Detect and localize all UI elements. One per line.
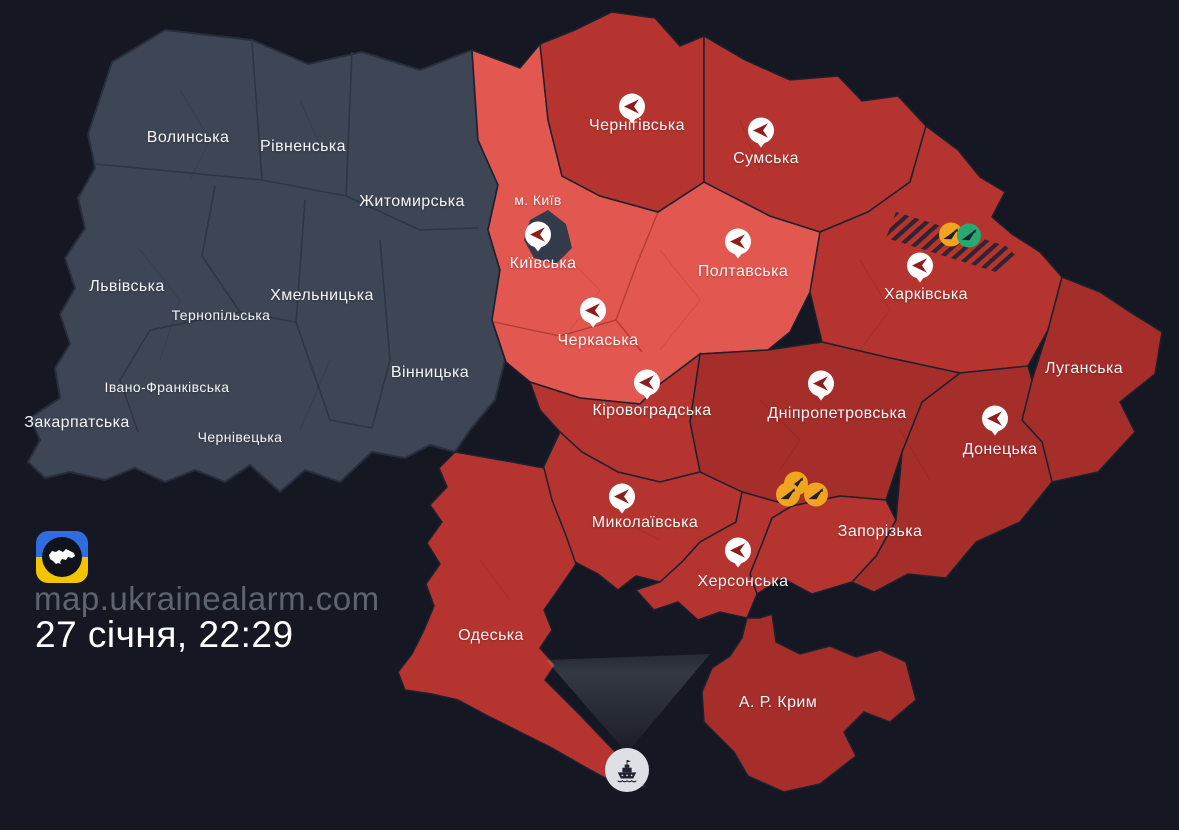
site-url: map.ukrainealarm.com [34,580,380,617]
ship-light-cone [546,654,710,753]
region-shape-odeska[interactable] [397,451,648,788]
map-timestamp: 27 січня, 22:29 [35,614,294,655]
region-shape-zaporizka[interactable] [749,495,897,596]
region-shape-crimea[interactable] [701,613,917,793]
raion-borders [139,89,931,601]
ukrainealarm-logo [36,531,88,583]
ukraine-silhouette-icon [42,537,82,577]
region-shape-west-group[interactable] [26,28,507,494]
west-oblast-borders [95,41,479,433]
